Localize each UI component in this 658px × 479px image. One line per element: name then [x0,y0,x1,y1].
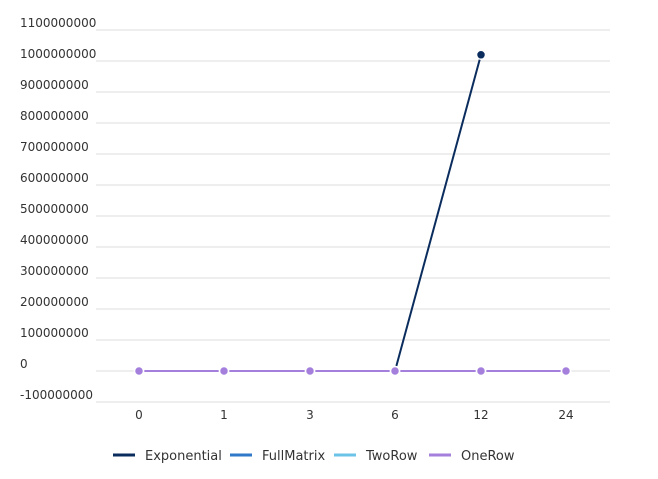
y-tick-label: 700000000 [20,140,89,154]
data-point-exponential [475,49,487,61]
legend-label-fullmatrix: FullMatrix [262,449,325,464]
series-markers [133,49,572,377]
x-tick-label: 24 [558,408,573,422]
y-tick-label: 500000000 [20,202,89,216]
y-tick-label: -100000000 [20,388,93,402]
data-point-onerow [133,365,145,377]
data-point-onerow [304,365,316,377]
legend-label-onerow: OneRow [461,449,515,464]
y-tick-label: 800000000 [20,109,89,123]
data-point-onerow [389,365,401,377]
series-line-exponential [394,54,482,372]
y-axis-tick-labels: -100000000 0 100000000 200000000 300000000 40… [20,16,96,402]
x-tick-label: 3 [306,408,314,422]
x-tick-label: 6 [391,408,399,422]
y-tick-label: 600000000 [20,171,89,185]
data-point-onerow [218,365,230,377]
y-tick-label: 300000000 [20,264,89,278]
x-axis-tick-labels: 0 1 3 6 12 24 [135,408,573,422]
x-tick-label: 0 [135,408,143,422]
legend-label-exponential: Exponential [145,449,222,464]
grid-lines [96,29,610,403]
legend: Exponential FullMatrix TwoRow OneRow [113,449,515,464]
y-tick-label: 1000000000 [20,47,96,61]
data-point-onerow [560,365,572,377]
y-tick-label: 900000000 [20,78,89,92]
x-tick-label: 1 [220,408,228,422]
y-tick-label: 200000000 [20,295,89,309]
y-tick-label: 0 [20,357,28,371]
y-tick-label: 400000000 [20,233,89,247]
data-point-onerow [475,365,487,377]
legend-label-tworow: TwoRow [365,449,418,464]
y-tick-label: 100000000 [20,326,89,340]
y-tick-label: 1100000000 [20,16,96,30]
x-tick-label: 12 [473,408,488,422]
series-lines [139,54,566,372]
